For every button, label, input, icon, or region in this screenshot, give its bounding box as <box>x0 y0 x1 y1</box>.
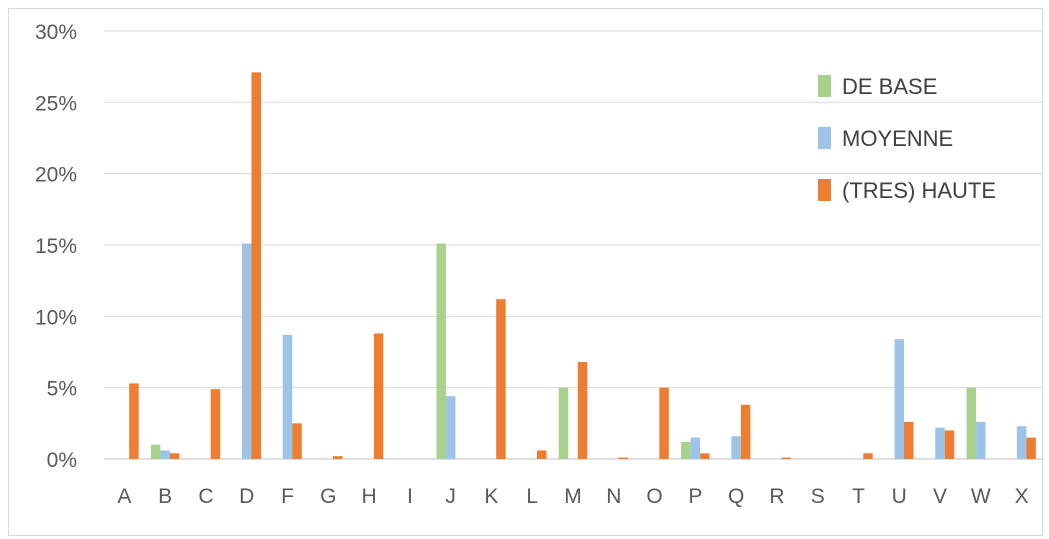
x-tick-label: K <box>484 485 498 508</box>
bar-j-1 <box>445 396 456 459</box>
legend-label: MOYENNE <box>842 126 953 151</box>
legend-label: DE BASE <box>842 74 937 99</box>
x-tick-label: P <box>688 485 702 508</box>
y-tick-label: 25% <box>35 92 77 115</box>
bar-h-2 <box>373 333 384 459</box>
bar-u-2 <box>904 421 914 459</box>
y-tick-label: 5% <box>47 378 77 401</box>
x-tick-label: Q <box>728 485 744 508</box>
x-tick-label: G <box>320 485 336 508</box>
bar-r-2 <box>781 457 792 459</box>
bar-t-2 <box>863 453 873 459</box>
legend-swatch <box>818 179 831 201</box>
legend: DE BASE MOYENNE (TRES) HAUTE <box>818 74 996 203</box>
bar-a-2 <box>129 383 139 459</box>
x-tick-label: S <box>811 485 825 508</box>
bar-k-2 <box>496 299 506 459</box>
bar-j-0 <box>436 243 446 459</box>
x-tick-label: H <box>362 485 377 508</box>
x-tick-label: T <box>852 485 865 508</box>
bar-n-2 <box>618 457 629 459</box>
bars <box>129 72 1036 459</box>
bar-b-0 <box>150 444 161 459</box>
y-axis: 0% 5% 10% 15% 20% 25% 30% <box>35 21 77 472</box>
bar-q-1 <box>731 436 741 459</box>
x-tick-label: L <box>526 485 538 508</box>
x-tick-label: F <box>281 485 294 508</box>
legend-label: (TRES) HAUTE <box>842 178 996 203</box>
bar-b-2 <box>169 453 180 459</box>
x-tick-label: U <box>892 485 907 508</box>
bar-d-1 <box>241 243 252 459</box>
x-tick-label: I <box>407 485 413 508</box>
x-tick-label: C <box>198 485 213 508</box>
bar-u-1 <box>894 339 905 459</box>
x-tick-label: A <box>117 485 131 508</box>
x-tick-label: J <box>445 485 456 508</box>
bar-f-1 <box>282 334 293 459</box>
bar-v-2 <box>944 430 955 459</box>
x-tick-label: W <box>971 485 991 508</box>
bar-p-2 <box>700 453 710 459</box>
bar-b-1 <box>160 450 170 459</box>
bar-m-2 <box>577 361 588 459</box>
bar-v-1 <box>935 427 945 459</box>
x-tick-label: X <box>1015 485 1029 508</box>
y-tick-label: 0% <box>47 449 77 472</box>
x-tick-label: N <box>606 485 621 508</box>
x-tick-label: D <box>239 485 254 508</box>
bar-p-0 <box>681 441 691 459</box>
bar-c-2 <box>210 389 221 459</box>
bar-o-2 <box>659 387 669 459</box>
bar-p-1 <box>690 437 701 459</box>
bar-l-2 <box>536 450 547 459</box>
bar-x-1 <box>1016 426 1027 459</box>
bar-m-0 <box>558 387 569 459</box>
bar-x-2 <box>1026 437 1036 459</box>
x-tick-label: M <box>564 485 582 508</box>
bar-d-2 <box>251 72 261 459</box>
bar-g-2 <box>333 456 343 459</box>
bar-q-2 <box>740 404 751 459</box>
legend-swatch <box>818 127 831 149</box>
y-tick-label: 20% <box>35 164 77 187</box>
bar-w-0 <box>966 387 977 459</box>
chart-frame <box>8 8 1043 536</box>
x-tick-label: O <box>646 485 662 508</box>
x-tick-label: B <box>158 485 172 508</box>
x-tick-label: V <box>933 485 947 508</box>
x-tick-label: R <box>769 485 784 508</box>
y-tick-label: 10% <box>35 306 77 329</box>
legend-swatch <box>818 75 831 97</box>
bar-w-1 <box>976 421 986 459</box>
bar-f-2 <box>292 423 302 459</box>
y-tick-label: 30% <box>35 21 77 44</box>
y-tick-label: 15% <box>35 235 77 258</box>
